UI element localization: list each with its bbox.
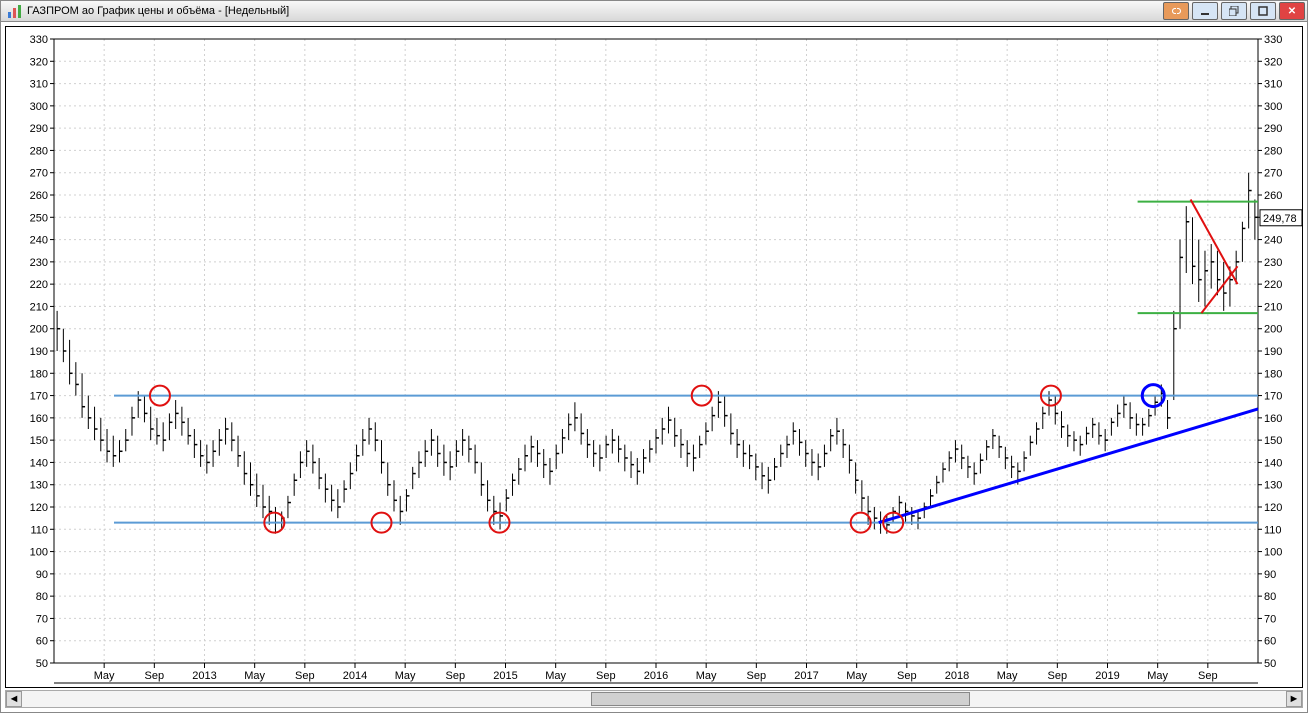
- maximize-button[interactable]: [1250, 2, 1276, 20]
- svg-text:90: 90: [36, 569, 48, 581]
- svg-text:330: 330: [1264, 34, 1282, 46]
- chart-area[interactable]: May Sep 2013 May Sep 2014 May Sep 2015 May Sep 2016…: [5, 26, 1303, 688]
- svg-text:270: 270: [30, 168, 48, 180]
- svg-text:May: May: [395, 670, 416, 682]
- svg-text:190: 190: [30, 346, 48, 358]
- svg-text:260: 260: [1264, 190, 1282, 202]
- svg-text:130: 130: [1264, 480, 1282, 492]
- svg-text:230: 230: [1264, 257, 1282, 269]
- minimize-button[interactable]: [1192, 2, 1218, 20]
- svg-text:170: 170: [30, 391, 48, 403]
- svg-text:120: 120: [1264, 502, 1282, 514]
- svg-text:240: 240: [30, 235, 48, 247]
- link-button[interactable]: [1163, 2, 1189, 20]
- svg-text:Sep: Sep: [446, 670, 466, 682]
- window-buttons: ✕: [1163, 2, 1305, 20]
- svg-text:80: 80: [1264, 591, 1276, 603]
- svg-text:2014: 2014: [343, 670, 367, 682]
- svg-text:Sep: Sep: [747, 670, 767, 682]
- svg-text:Sep: Sep: [145, 670, 165, 682]
- svg-text:50: 50: [1264, 658, 1276, 670]
- svg-text:220: 220: [30, 279, 48, 291]
- svg-text:320: 320: [1264, 56, 1282, 68]
- svg-text:130: 130: [30, 480, 48, 492]
- svg-text:2018: 2018: [945, 670, 969, 682]
- svg-text:May: May: [696, 670, 717, 682]
- svg-text:180: 180: [30, 368, 48, 380]
- svg-text:210: 210: [1264, 301, 1282, 313]
- horizontal-scrollbar[interactable]: ◄ ►: [5, 690, 1303, 708]
- svg-text:300: 300: [1264, 101, 1282, 113]
- svg-text:90: 90: [1264, 569, 1276, 581]
- svg-text:Sep: Sep: [596, 670, 616, 682]
- svg-text:80: 80: [36, 591, 48, 603]
- titlebar: ГАЗПРОМ ао График цены и объёма - [Недел…: [0, 0, 1308, 22]
- svg-text:May: May: [846, 670, 867, 682]
- svg-text:260: 260: [30, 190, 48, 202]
- svg-text:200: 200: [30, 324, 48, 336]
- svg-text:May: May: [997, 670, 1018, 682]
- svg-text:140: 140: [30, 457, 48, 469]
- svg-text:120: 120: [30, 502, 48, 514]
- close-button[interactable]: ✕: [1279, 2, 1305, 20]
- svg-text:60: 60: [1264, 636, 1276, 648]
- svg-text:2016: 2016: [644, 670, 668, 682]
- svg-text:May: May: [94, 670, 115, 682]
- svg-text:May: May: [545, 670, 566, 682]
- svg-text:70: 70: [1264, 613, 1276, 625]
- scroll-track[interactable]: [22, 691, 1286, 707]
- window-title: ГАЗПРОМ ао График цены и объёма - [Недел…: [27, 5, 1163, 17]
- price-chart[interactable]: May Sep 2013 May Sep 2014 May Sep 2015 May Sep 2016…: [6, 27, 1302, 687]
- svg-text:290: 290: [1264, 123, 1282, 135]
- svg-text:310: 310: [1264, 79, 1282, 91]
- svg-text:190: 190: [1264, 346, 1282, 358]
- svg-text:270: 270: [1264, 168, 1282, 180]
- svg-text:170: 170: [1264, 391, 1282, 403]
- svg-text:330: 330: [30, 34, 48, 46]
- svg-text:300: 300: [30, 101, 48, 113]
- svg-text:100: 100: [30, 547, 48, 559]
- scroll-left-arrow[interactable]: ◄: [6, 691, 22, 707]
- svg-text:150: 150: [30, 435, 48, 447]
- svg-text:Sep: Sep: [295, 670, 315, 682]
- restore-button[interactable]: [1221, 2, 1247, 20]
- svg-text:May: May: [1147, 670, 1168, 682]
- svg-text:140: 140: [1264, 457, 1282, 469]
- svg-text:Sep: Sep: [897, 670, 917, 682]
- svg-text:100: 100: [1264, 547, 1282, 559]
- svg-text:310: 310: [30, 79, 48, 91]
- svg-text:May: May: [244, 670, 265, 682]
- svg-text:150: 150: [1264, 435, 1282, 447]
- svg-text:180: 180: [1264, 368, 1282, 380]
- svg-text:200: 200: [1264, 324, 1282, 336]
- svg-text:2013: 2013: [192, 670, 216, 682]
- svg-text:70: 70: [36, 613, 48, 625]
- svg-text:160: 160: [30, 413, 48, 425]
- window-body: May Sep 2013 May Sep 2014 May Sep 2015 May Sep 2016…: [0, 22, 1308, 713]
- svg-text:230: 230: [30, 257, 48, 269]
- svg-text:50: 50: [36, 658, 48, 670]
- chart-icon: [7, 3, 23, 19]
- scroll-thumb[interactable]: [591, 692, 970, 706]
- svg-text:2017: 2017: [794, 670, 818, 682]
- svg-text:110: 110: [1264, 524, 1282, 536]
- svg-text:280: 280: [30, 145, 48, 157]
- svg-text:220: 220: [1264, 279, 1282, 291]
- svg-text:Sep: Sep: [1198, 670, 1218, 682]
- svg-text:280: 280: [1264, 145, 1282, 157]
- svg-text:210: 210: [30, 301, 48, 313]
- svg-text:2015: 2015: [493, 670, 517, 682]
- scroll-right-arrow[interactable]: ►: [1286, 691, 1302, 707]
- svg-text:290: 290: [30, 123, 48, 135]
- svg-text:Sep: Sep: [1048, 670, 1068, 682]
- svg-text:320: 320: [30, 56, 48, 68]
- svg-text:160: 160: [1264, 413, 1282, 425]
- svg-text:60: 60: [36, 636, 48, 648]
- svg-text:240: 240: [1264, 235, 1282, 247]
- svg-text:2019: 2019: [1095, 670, 1119, 682]
- svg-text:250: 250: [30, 212, 48, 224]
- svg-text:110: 110: [30, 524, 48, 536]
- svg-text:249,78: 249,78: [1263, 213, 1297, 225]
